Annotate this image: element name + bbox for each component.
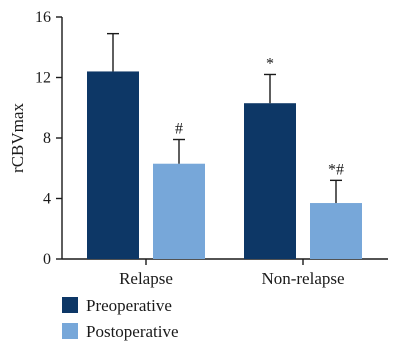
bar-non-relapse-postoperative bbox=[310, 203, 362, 259]
bars: # * *# bbox=[87, 32, 362, 260]
y-tick-label: 4 bbox=[43, 191, 51, 208]
y-tick-label: 12 bbox=[35, 70, 51, 87]
significance-marker: # bbox=[175, 121, 183, 138]
axes: 0 4 8 12 16 rCBVmax Relapse Non-relapse bbox=[8, 9, 388, 288]
significance-marker: *# bbox=[328, 161, 344, 178]
bar-non-relapse-preoperative bbox=[244, 103, 296, 260]
legend-swatch bbox=[62, 297, 78, 313]
y-axis-title: rCBVmax bbox=[8, 103, 27, 173]
bar-relapse-preoperative bbox=[87, 71, 139, 259]
legend-swatch bbox=[62, 323, 78, 339]
y-tick-label: 16 bbox=[35, 9, 51, 26]
legend-label: Preoperative bbox=[86, 296, 172, 315]
x-category-label: Non-relapse bbox=[261, 269, 344, 288]
y-tick-label: 8 bbox=[43, 130, 51, 147]
significance-marker: * bbox=[266, 55, 274, 72]
bar-relapse-postoperative bbox=[153, 163, 205, 259]
legend: Preoperative Postoperative bbox=[62, 296, 179, 341]
legend-label: Postoperative bbox=[86, 322, 179, 341]
x-category-label: Relapse bbox=[119, 269, 173, 288]
y-tick-label: 0 bbox=[43, 251, 51, 268]
